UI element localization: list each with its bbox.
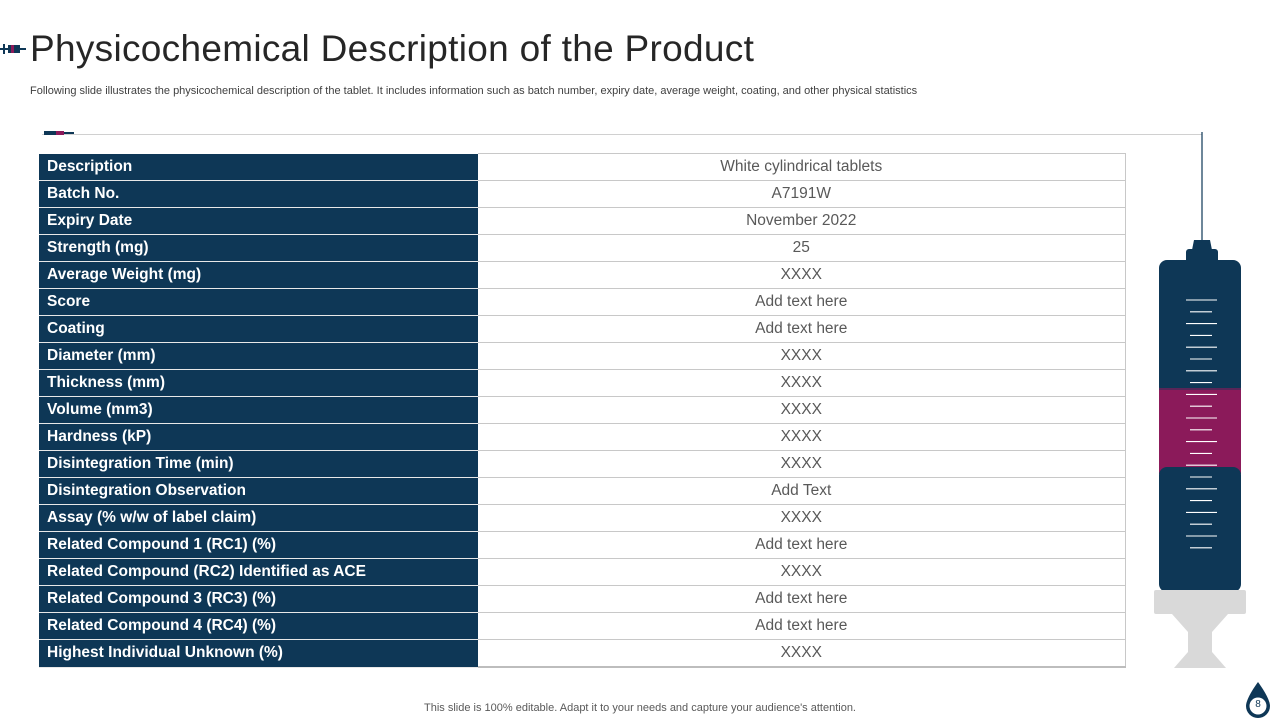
- divider-accent: [44, 131, 74, 135]
- row-value: XXXX: [478, 261, 1126, 289]
- row-label: Hardness (kP): [39, 423, 478, 451]
- table-row: Related Compound 3 (RC3) (%) Add text her…: [39, 585, 1126, 613]
- table-row: Hardness (kP) XXXX: [39, 423, 1126, 451]
- row-label: Description: [39, 153, 478, 181]
- row-value: Add text here: [478, 315, 1126, 343]
- row-value: XXXX: [478, 342, 1126, 370]
- row-label: Disintegration Time (min): [39, 450, 478, 478]
- divider-line: [42, 134, 1202, 135]
- row-value: XXXX: [478, 504, 1126, 532]
- table-row: Strength (mg) 25: [39, 234, 1126, 262]
- row-label: Volume (mm3): [39, 396, 478, 424]
- table-row: Disintegration Observation Add Text: [39, 477, 1126, 505]
- row-value: XXXX: [478, 396, 1126, 424]
- row-value: XXXX: [478, 639, 1126, 668]
- row-label: Disintegration Observation: [39, 477, 478, 505]
- row-label: Related Compound (RC2) Identified as ACE: [39, 558, 478, 586]
- table-row: Disintegration Time (min) XXXX: [39, 450, 1126, 478]
- drop-icon: [1246, 682, 1270, 718]
- table-row: Assay (% w/w of label claim) XXXX: [39, 504, 1126, 532]
- physicochemical-table: Description White cylindrical tablets Batc…: [39, 153, 1126, 668]
- row-label: Expiry Date: [39, 207, 478, 235]
- table-row: Coating Add text here: [39, 315, 1126, 343]
- row-label: Coating: [39, 315, 478, 343]
- footer-note: This slide is 100% editable. Adapt it to…: [424, 702, 856, 714]
- row-label: Diameter (mm): [39, 342, 478, 370]
- row-label: Average Weight (mg): [39, 261, 478, 289]
- row-label: Highest Individual Unknown (%): [39, 639, 478, 668]
- table-row: Thickness (mm) XXXX: [39, 369, 1126, 397]
- row-label: Strength (mg): [39, 234, 478, 262]
- table-row: Average Weight (mg) XXXX: [39, 261, 1126, 289]
- row-value: XXXX: [478, 450, 1126, 478]
- row-value: White cylindrical tablets: [478, 153, 1126, 181]
- page-title: Physicochemical Description of the Produ…: [30, 28, 755, 69]
- row-value: XXXX: [478, 369, 1126, 397]
- table-row: Related Compound 1 (RC1) (%) Add text her…: [39, 531, 1126, 559]
- table-row: Score Add text here: [39, 288, 1126, 316]
- row-value: XXXX: [478, 423, 1126, 451]
- row-label: Related Compound 4 (RC4) (%): [39, 612, 478, 640]
- row-value: Add Text: [478, 477, 1126, 505]
- row-label: Related Compound 3 (RC3) (%): [39, 585, 478, 613]
- row-label: Related Compound 1 (RC1) (%): [39, 531, 478, 559]
- row-value: 25: [478, 234, 1126, 262]
- row-value: November 2022: [478, 207, 1126, 235]
- table-row: Expiry Date November 2022: [39, 207, 1126, 235]
- row-value: Add text here: [478, 531, 1126, 559]
- row-value: A7191W: [478, 180, 1126, 208]
- row-label: Score: [39, 288, 478, 316]
- table-row: Highest Individual Unknown (%) XXXX: [39, 639, 1126, 668]
- row-label: Assay (% w/w of label claim): [39, 504, 478, 532]
- table-body: Description White cylindrical tablets Batc…: [39, 153, 1126, 668]
- row-label: Thickness (mm): [39, 369, 478, 397]
- table-row: Related Compound (RC2) Identified as ACE…: [39, 558, 1126, 586]
- row-label: Batch No.: [39, 180, 478, 208]
- table-row: Related Compound 4 (RC4) (%) Add text her…: [39, 612, 1126, 640]
- syringe-illustration: [1154, 132, 1246, 668]
- table-row: Volume (mm3) XXXX: [39, 396, 1126, 424]
- table-row: Description White cylindrical tablets: [39, 153, 1126, 181]
- table-row: Diameter (mm) XXXX: [39, 342, 1126, 370]
- table-row: Batch No. A7191W: [39, 180, 1126, 208]
- page-number: 8: [1255, 699, 1261, 710]
- row-value: Add text here: [478, 288, 1126, 316]
- row-value: Add text here: [478, 612, 1126, 640]
- row-value: XXXX: [478, 558, 1126, 586]
- page-subtitle: Following slide illustrates the physicoc…: [30, 85, 918, 97]
- syringe-icon: [0, 44, 26, 54]
- row-value: Add text here: [478, 585, 1126, 613]
